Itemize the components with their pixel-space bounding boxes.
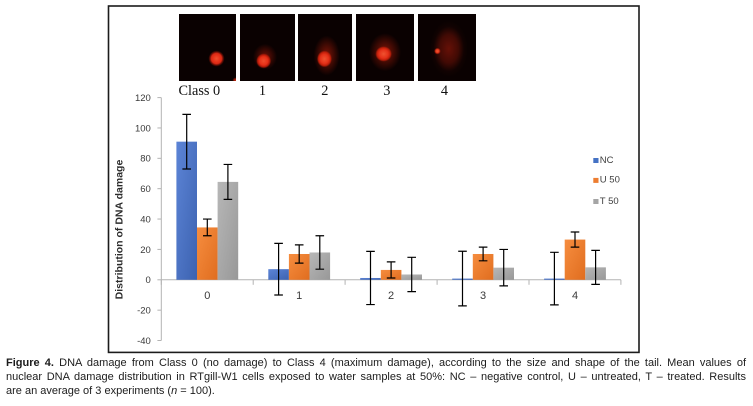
svg-text:Class 0: Class 0	[179, 83, 221, 99]
svg-text:20: 20	[140, 245, 151, 256]
svg-text:100: 100	[135, 123, 151, 134]
svg-text:3: 3	[383, 83, 390, 99]
svg-text:U 50: U 50	[600, 175, 620, 186]
svg-text:4: 4	[572, 290, 578, 302]
svg-text:1: 1	[259, 83, 266, 99]
svg-text:120: 120	[135, 93, 151, 104]
svg-text:-20: -20	[137, 306, 151, 317]
svg-text:-40: -40	[137, 336, 151, 347]
svg-text:0: 0	[146, 275, 151, 286]
svg-text:60: 60	[140, 184, 151, 195]
svg-text:1: 1	[296, 290, 302, 302]
svg-text:T 50: T 50	[600, 196, 619, 207]
svg-text:4: 4	[441, 83, 448, 99]
svg-text:80: 80	[140, 154, 151, 165]
svg-text:0: 0	[204, 290, 210, 302]
svg-text:40: 40	[140, 214, 151, 225]
svg-text:Distribution of DNA damage: Distribution of DNA damage	[114, 160, 126, 300]
svg-text:2: 2	[321, 83, 328, 99]
svg-text:2: 2	[388, 290, 394, 302]
svg-text:3: 3	[480, 290, 486, 302]
svg-text:NC: NC	[600, 155, 614, 166]
